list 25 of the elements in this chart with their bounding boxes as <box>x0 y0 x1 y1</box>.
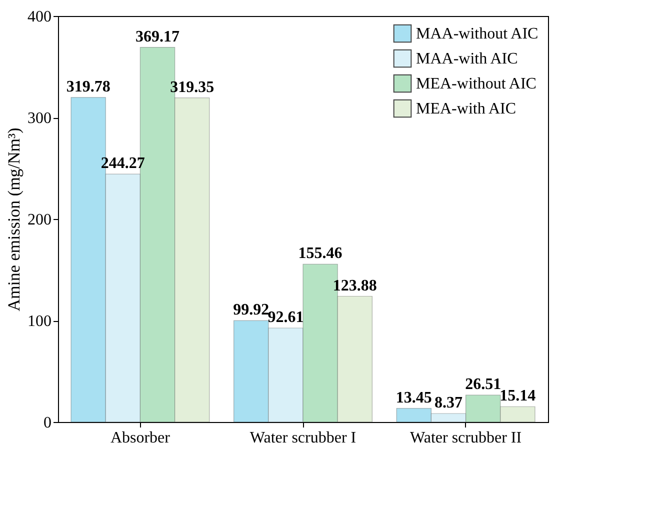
legend-label: MEA-without AIC <box>416 76 536 92</box>
data-label: 155.46 <box>298 245 342 262</box>
data-label: 319.78 <box>66 78 110 96</box>
data-label: 123.88 <box>332 277 377 294</box>
data-label: 8.37 <box>434 394 462 412</box>
x-tick-label: Water scrubber I <box>250 430 356 446</box>
data-label: 15.14 <box>500 388 536 405</box>
y-tick-label: 0 <box>44 414 52 432</box>
data-label: 319.35 <box>170 78 214 96</box>
x-tick-label: Absorber <box>110 430 171 446</box>
data-label: 26.51 <box>465 376 502 394</box>
legend-label: MAA-without AIC <box>416 26 538 42</box>
data-label: 369.17 <box>136 28 180 46</box>
y-tick-label: 200 <box>28 212 52 228</box>
x-tick-label: Water scrubber II <box>410 430 522 446</box>
data-label: 244.27 <box>100 155 145 172</box>
y-tick-label: 100 <box>28 313 52 330</box>
y-axis-title: Amine emission (mg/Nm³) <box>4 128 24 312</box>
legend-label: MEA-with AIC <box>416 100 516 118</box>
legend-label: MAA-with AIC <box>416 50 518 68</box>
data-label: 99.92 <box>233 302 270 319</box>
data-label: 92.61 <box>268 309 304 326</box>
data-label: 13.45 <box>396 389 432 406</box>
y-tick-label: 300 <box>28 110 52 127</box>
y-tick-label: 400 <box>28 8 52 26</box>
